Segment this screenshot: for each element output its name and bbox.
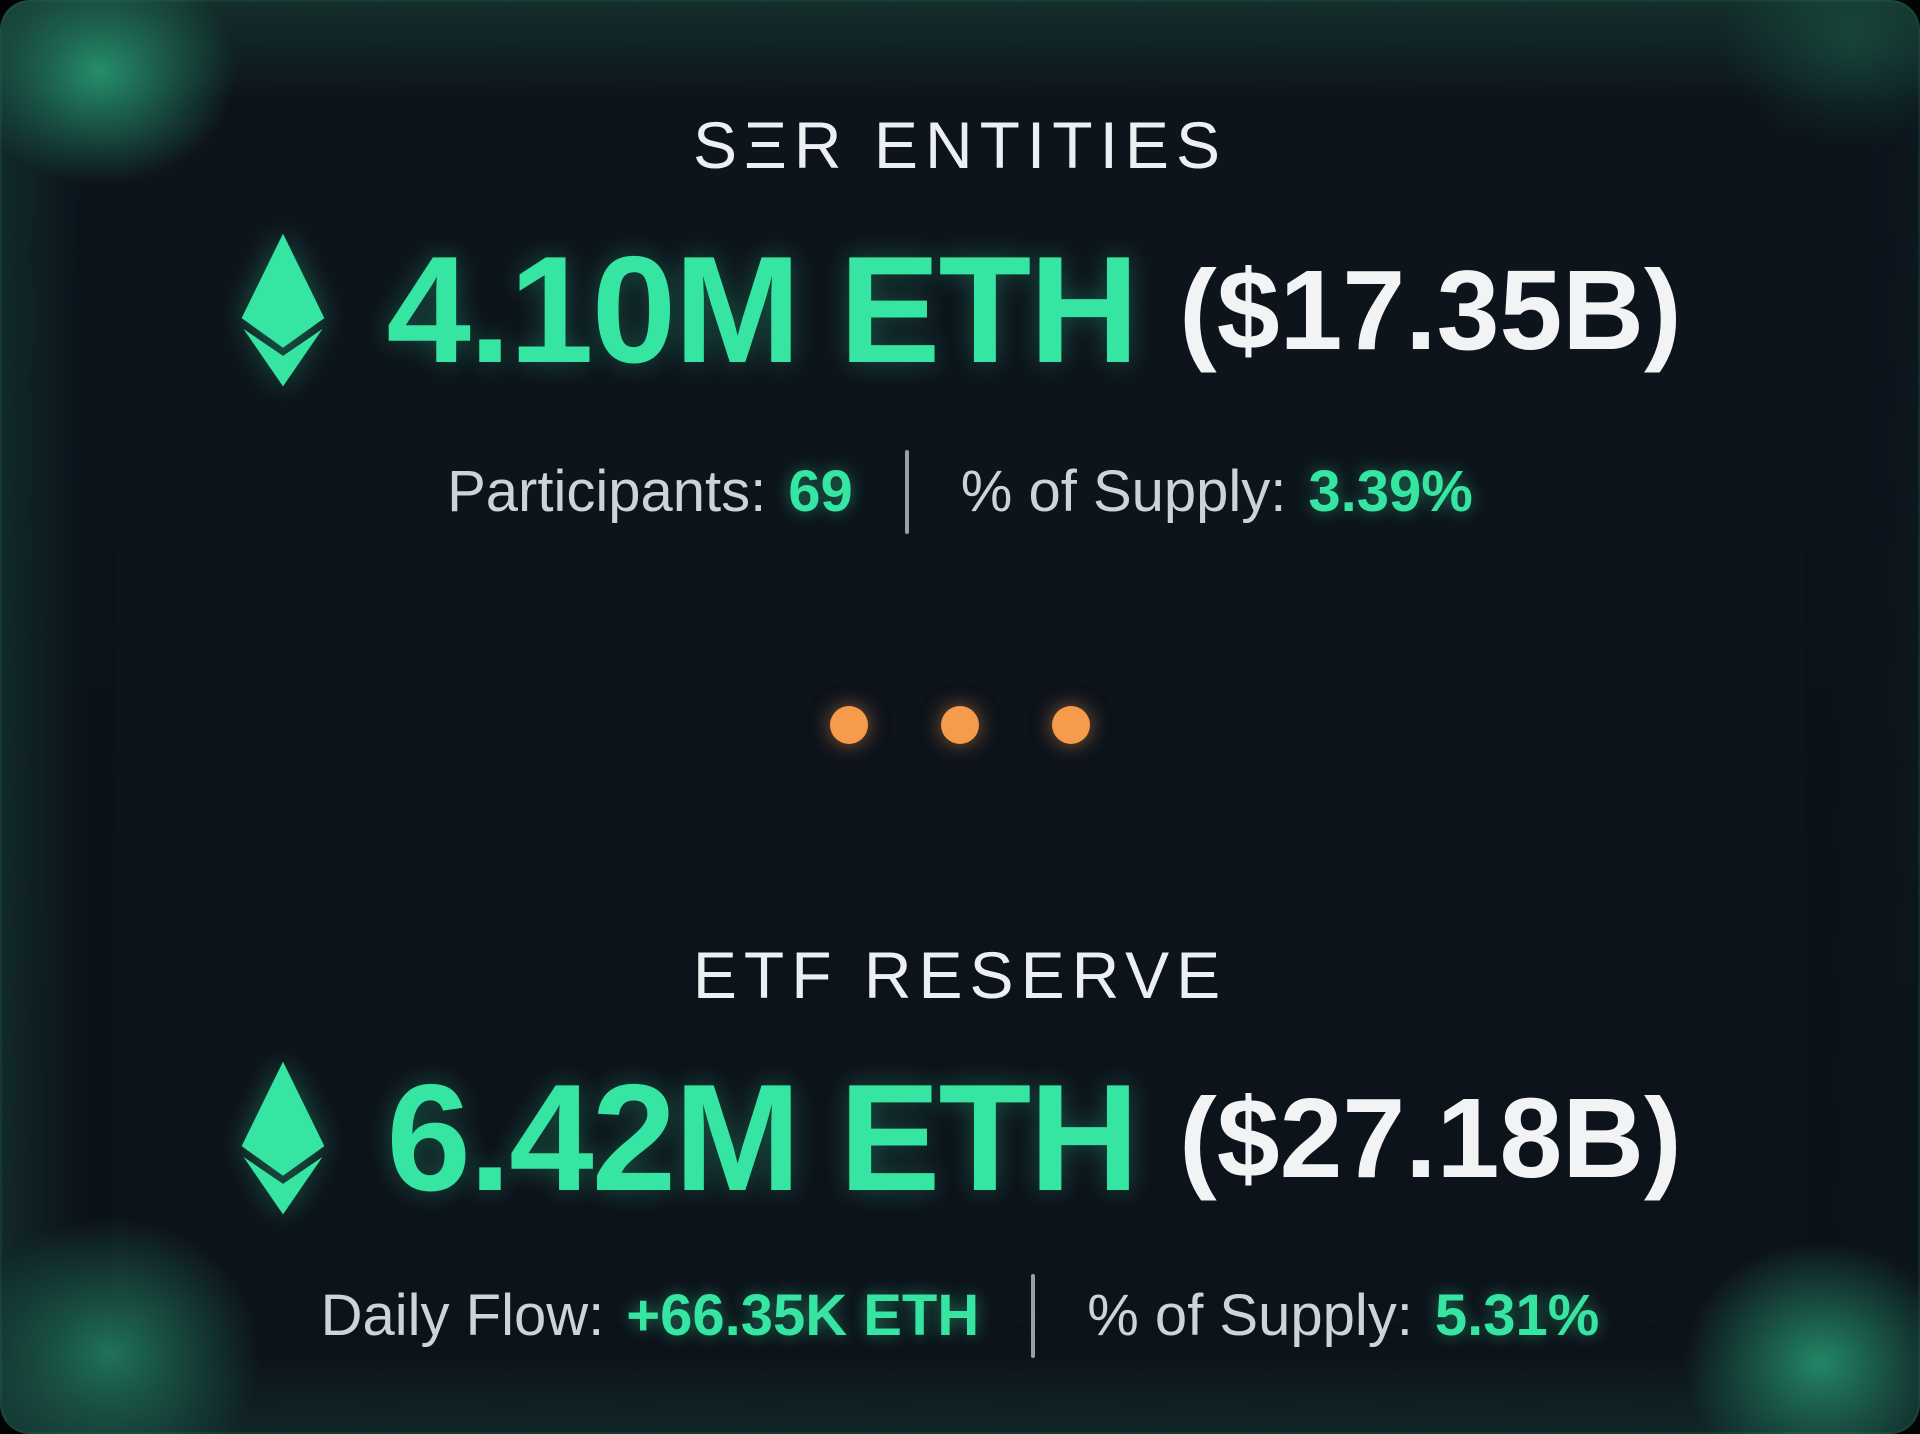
stats-row: Participants: 69 % of Supply: 3.39% [447, 450, 1473, 534]
section-etf-reserve: ETF RESERVE 6.42M ETH ($27.18B) Daily Fl… [0, 942, 1920, 1358]
section-title: SΞR ENTITIES [693, 108, 1227, 182]
stat-value-supply-pct: 5.31% [1434, 1283, 1600, 1348]
stat-label-participants: Participants: [447, 459, 767, 524]
divider [904, 450, 909, 534]
carousel-dot-2[interactable] [941, 706, 979, 744]
carousel-dots [830, 706, 1090, 744]
carousel-dot-1[interactable] [830, 706, 868, 744]
divider [1031, 1274, 1036, 1358]
stat-label-supply-pct: % of Supply: [960, 459, 1287, 524]
ethereum-icon [242, 1061, 325, 1215]
stat-label-daily-flow: Daily Flow: [320, 1283, 605, 1348]
stats-row: Daily Flow: +66.35K ETH % of Supply: 5.3… [320, 1274, 1600, 1358]
stat-value-supply-pct: 3.39% [1308, 459, 1473, 524]
eth-amount: 6.42M ETH [386, 1053, 1139, 1223]
stat-value-participants: 69 [788, 459, 853, 524]
holdings-value-row: 6.42M ETH ($27.18B) [238, 1053, 1682, 1223]
section-title: ETF RESERVE [692, 938, 1228, 1012]
usd-value: ($27.18B) [1179, 1074, 1682, 1201]
eth-amount: 4.10M ETH [386, 225, 1139, 395]
section-ser-entities: SΞR ENTITIES 4.10M ETH ($17.35B) Partici… [0, 112, 1920, 534]
holdings-value-row: 4.10M ETH ($17.35B) [238, 225, 1682, 395]
ethereum-icon [242, 233, 325, 387]
usd-value: ($17.35B) [1179, 246, 1682, 373]
stat-value-daily-flow: +66.35K ETH [626, 1283, 980, 1348]
stat-label-supply-pct: % of Supply: [1087, 1283, 1413, 1348]
carousel-dot-3[interactable] [1052, 706, 1090, 744]
